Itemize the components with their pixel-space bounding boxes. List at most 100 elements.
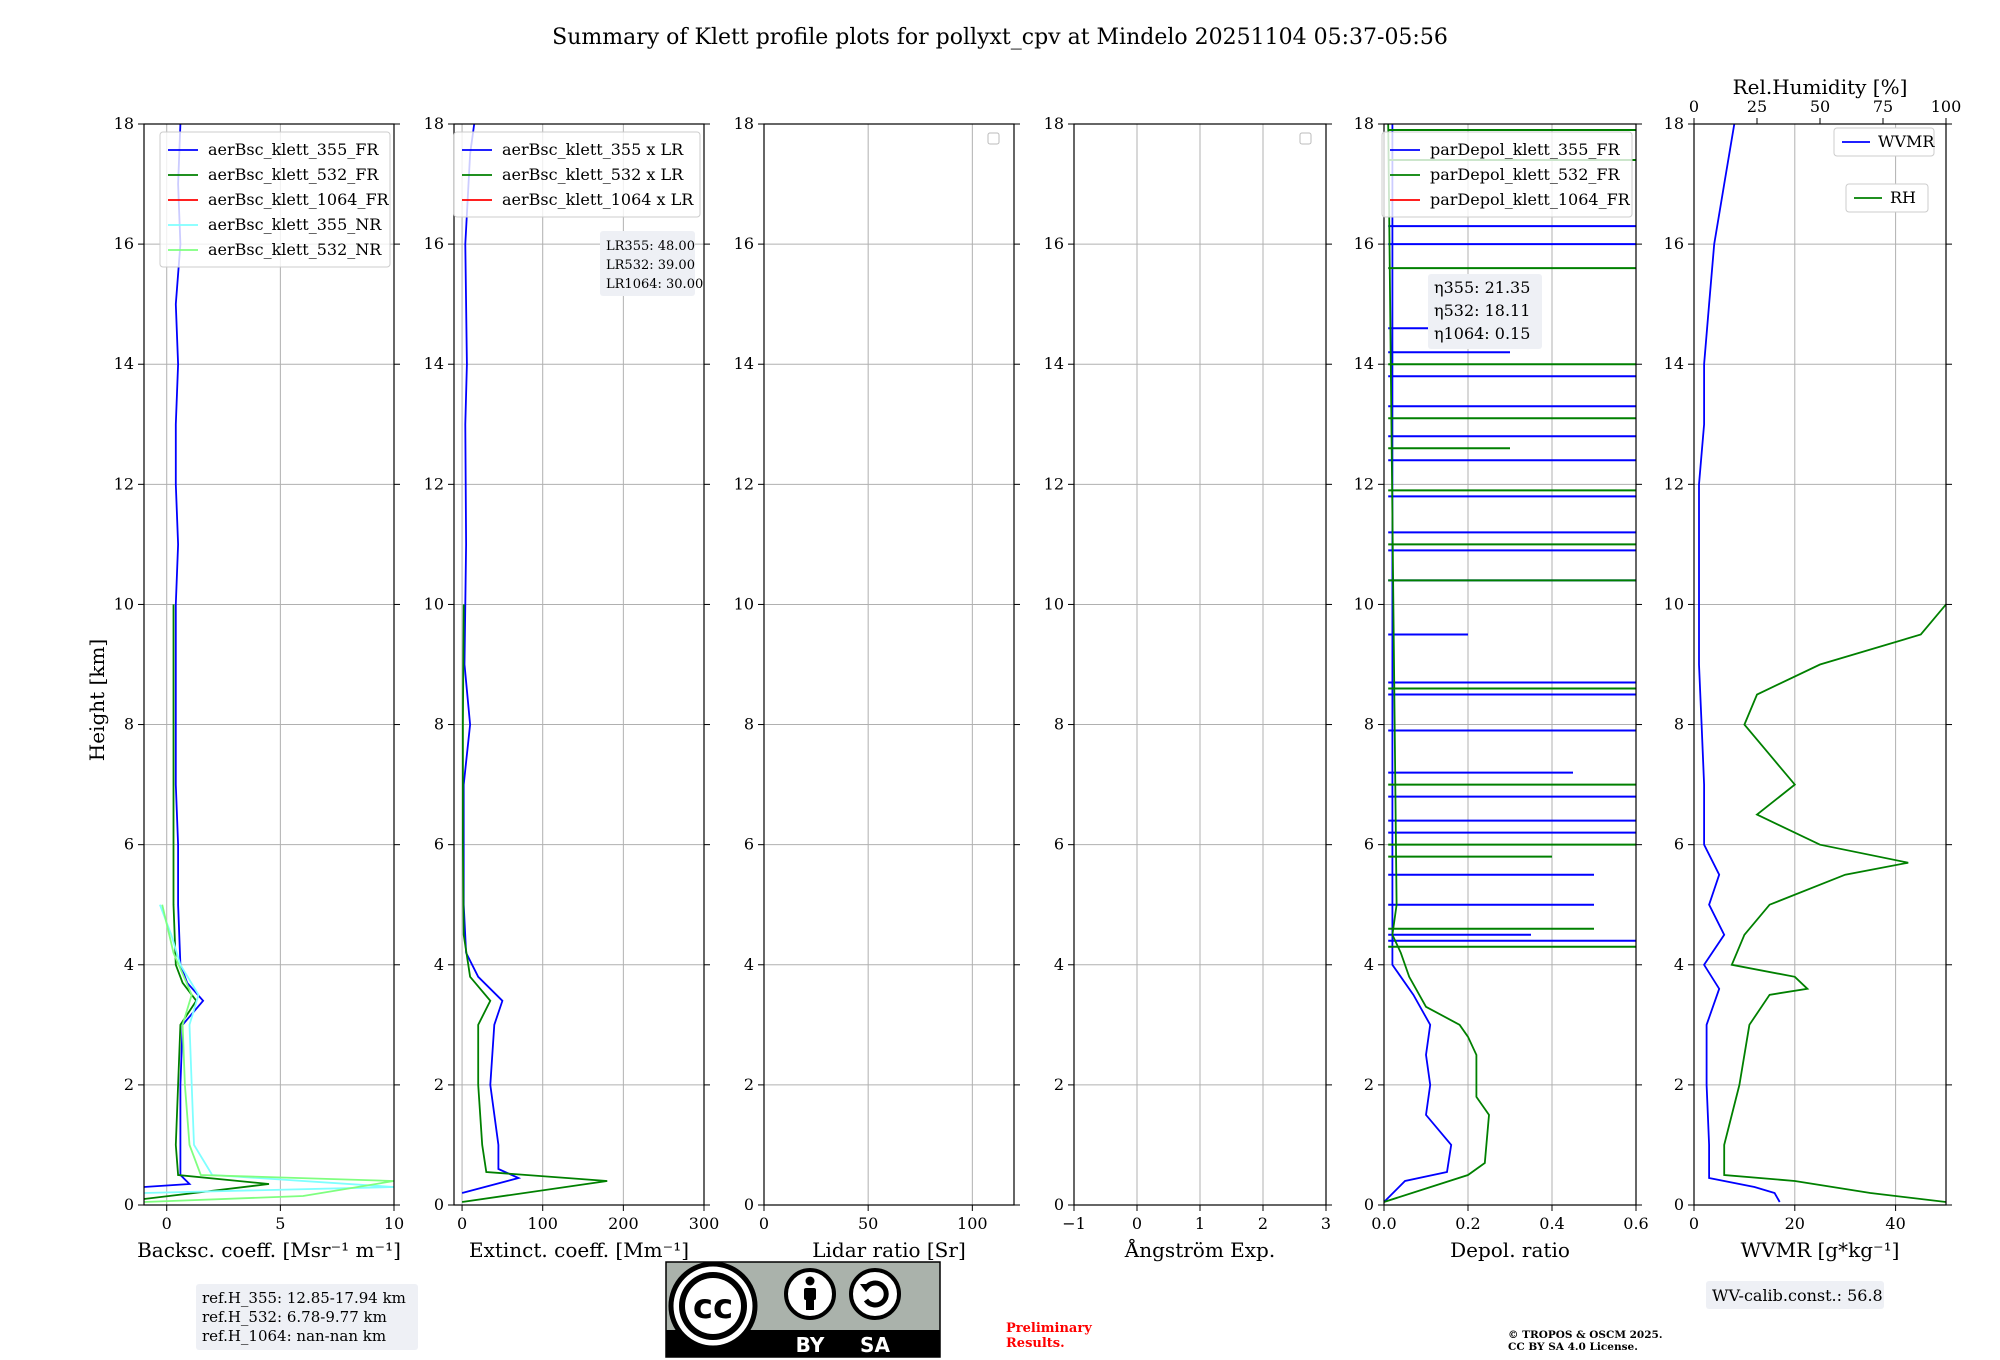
lr-annotation: LR355: 48.00 bbox=[606, 239, 695, 254]
y-tick-label: 0 bbox=[1674, 1195, 1684, 1214]
y-tick-label: 2 bbox=[1674, 1075, 1684, 1094]
x-axis-label: Ångström Exp. bbox=[1124, 1237, 1275, 1262]
x-tick-label: 100 bbox=[527, 1214, 558, 1233]
y-tick-label: 0 bbox=[434, 1195, 444, 1214]
x-tick-label: 0.0 bbox=[1371, 1214, 1396, 1233]
copyright-line-1: © TROPOS & OSCM 2025. bbox=[1508, 1329, 1663, 1341]
y-tick-label: 0 bbox=[124, 1195, 134, 1214]
x-tick-label: 2 bbox=[1258, 1214, 1268, 1233]
panel-depol: 0.0 0.2 0.4 0.6 0 2 4 6 8 10 12 14 16 18 Depol. ratio p… bbox=[1354, 114, 1649, 1262]
plot-area-depol bbox=[1384, 124, 1636, 1203]
share-alike-icon bbox=[849, 1268, 901, 1320]
y-tick-label: 14 bbox=[1044, 354, 1064, 373]
y-tick-label: 4 bbox=[744, 955, 754, 974]
y-tick-label: 0 bbox=[1054, 1195, 1064, 1214]
x-axis-label: Backsc. coeff. [Msr⁻¹ m⁻¹] bbox=[137, 1238, 401, 1262]
y-tick-label: 18 bbox=[1354, 114, 1374, 133]
x-tick-label: −1 bbox=[1062, 1214, 1086, 1233]
y-tick-label: 4 bbox=[124, 955, 134, 974]
y-tick-label: 18 bbox=[1664, 114, 1684, 133]
y-tick-label: 14 bbox=[734, 354, 754, 373]
legend-label: aerBsc_klett_532_NR bbox=[208, 240, 382, 259]
panel-wvmr: 0 20 40 0 2 4 6 8 10 12 14 16 18 WVMR [g*kg⁻¹] 0 25 50 75… bbox=[1664, 75, 1962, 1262]
lr-annotation-box bbox=[600, 231, 695, 296]
y-tick-label: 16 bbox=[114, 234, 134, 253]
plot-area-extinction bbox=[461, 124, 608, 1203]
y-tick-label: 4 bbox=[1054, 955, 1064, 974]
x-tick-label: 20 bbox=[1785, 1214, 1805, 1233]
legend-label: parDepol_klett_1064_FR bbox=[1430, 190, 1631, 209]
y-tick-label: 2 bbox=[1364, 1075, 1374, 1094]
series-line-aerBsc_klett_532_FR bbox=[144, 604, 270, 1200]
y-tick-label: 6 bbox=[1674, 835, 1684, 854]
legend-box bbox=[1833, 127, 1935, 157]
x-tick-label: 0.2 bbox=[1455, 1214, 1480, 1233]
x-tick-label: 1 bbox=[1195, 1214, 1205, 1233]
series-line-WVMR bbox=[1698, 124, 1781, 1203]
cc-label: cc bbox=[693, 1287, 733, 1327]
y-tick-label: 6 bbox=[434, 835, 444, 854]
eta-annotation: η355: 21.35 bbox=[1434, 278, 1530, 297]
y-tick-label: 14 bbox=[114, 354, 134, 373]
wv-calib-const: WV-calib.const.: 56.8 bbox=[1712, 1286, 1883, 1305]
y-tick-label: 18 bbox=[424, 114, 444, 133]
plot-area-backscatter bbox=[144, 124, 394, 1203]
y-tick-label: 2 bbox=[124, 1075, 134, 1094]
y-axis-label: Height [km] bbox=[85, 639, 109, 761]
cc-sa-label: SA bbox=[860, 1333, 890, 1357]
y-tick-label: 6 bbox=[744, 835, 754, 854]
x-tick-label: 0 bbox=[1689, 1214, 1699, 1233]
y-tick-label: 16 bbox=[734, 234, 754, 253]
y-tick-label: 10 bbox=[1044, 594, 1064, 613]
cc-by-sa-badge: cc BY SA bbox=[665, 1261, 941, 1358]
legend-box bbox=[1381, 131, 1633, 218]
x-tick-label: 50 bbox=[858, 1214, 878, 1233]
series-line-aerBsc_klett_355 x LR bbox=[461, 124, 522, 1194]
x-tick-label: 0.4 bbox=[1539, 1214, 1564, 1233]
top-tick-label: 25 bbox=[1747, 97, 1767, 116]
series-line-parDepol_klett_355_FR bbox=[1384, 124, 1453, 1203]
y-tick-label: 8 bbox=[1674, 715, 1684, 734]
ref-height-532: ref.H_532: 6.78-9.77 km bbox=[202, 1308, 387, 1326]
axes-frame bbox=[453, 123, 705, 1206]
legend-label: aerBsc_klett_532 x LR bbox=[502, 165, 684, 184]
legend-label: WVMR bbox=[1878, 132, 1935, 151]
legend-box bbox=[1845, 183, 1929, 213]
top-axis-label: Rel.Humidity [%] bbox=[1733, 75, 1908, 99]
y-tick-label: 10 bbox=[114, 594, 134, 613]
top-tick-label: 75 bbox=[1873, 97, 1893, 116]
ref-height-box: ref.H_355: 12.85-17.94 km ref.H_532: 6.7… bbox=[196, 1284, 418, 1350]
y-tick-label: 8 bbox=[1364, 715, 1374, 734]
y-tick-label: 12 bbox=[114, 474, 134, 493]
copyright-line-2: CC BY SA 4.0 License. bbox=[1508, 1341, 1638, 1353]
y-tick-label: 12 bbox=[1044, 474, 1064, 493]
series-line-parDepol_klett_532_FR bbox=[1384, 124, 1490, 1203]
y-tick-label: 6 bbox=[1364, 835, 1374, 854]
panel-lidar_ratio: 0 50 100 0 2 4 6 8 10 12 14 16 18 Lidar ratio [Sr] bbox=[734, 114, 1020, 1262]
legend-label: aerBsc_klett_355_NR bbox=[208, 215, 382, 234]
eta-annotation: η532: 18.11 bbox=[1434, 301, 1530, 320]
x-tick-label: 0 bbox=[162, 1214, 172, 1233]
x-tick-label: 0 bbox=[1132, 1214, 1142, 1233]
x-axis-label: Lidar ratio [Sr] bbox=[812, 1238, 966, 1262]
y-tick-label: 4 bbox=[1674, 955, 1684, 974]
axes-frame bbox=[763, 123, 1015, 1206]
top-tick-label: 100 bbox=[1931, 97, 1962, 116]
y-tick-label: 8 bbox=[124, 715, 134, 734]
x-tick-label: 200 bbox=[608, 1214, 639, 1233]
y-tick-label: 12 bbox=[424, 474, 444, 493]
axes-frame bbox=[143, 123, 395, 1206]
y-tick-label: 6 bbox=[1054, 835, 1064, 854]
top-tick-label: 50 bbox=[1810, 97, 1830, 116]
series-line-aerBsc_klett_355_FR bbox=[144, 124, 205, 1188]
y-tick-label: 0 bbox=[1364, 1195, 1374, 1214]
panel-backscatter: 0 5 10 0 2 4 6 8 10 12 14 16 18 Backsc. coeff. [Msr⁻¹… bbox=[114, 114, 405, 1262]
y-tick-label: 10 bbox=[424, 594, 444, 613]
axes-frame bbox=[1383, 123, 1637, 1206]
legend-label: parDepol_klett_355_FR bbox=[1430, 140, 1621, 159]
y-tick-label: 12 bbox=[1664, 474, 1684, 493]
y-tick-label: 8 bbox=[434, 715, 444, 734]
x-axis-label: WVMR [g*kg⁻¹] bbox=[1741, 1238, 1900, 1262]
legend-label: aerBsc_klett_355_FR bbox=[208, 140, 379, 159]
